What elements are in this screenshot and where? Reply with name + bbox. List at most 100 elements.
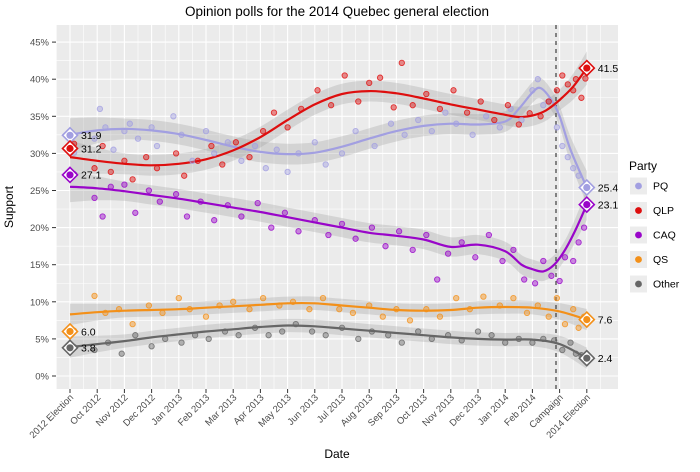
diamond-dot [66, 344, 74, 352]
poll-point [230, 298, 237, 305]
legend-entry-qs: QS [630, 251, 668, 268]
diamond-dot [583, 354, 591, 362]
y-tick-label: 40% [30, 75, 50, 86]
legend-swatch-icon [635, 231, 642, 239]
poll-point [480, 293, 487, 300]
poll-point [442, 109, 449, 116]
poll-point [314, 87, 321, 94]
poll-point [143, 153, 150, 161]
poll-point [224, 139, 231, 146]
poll-point [355, 98, 362, 105]
poll-point [224, 202, 231, 209]
poll-point [110, 146, 117, 153]
poll-point [376, 74, 384, 81]
poll-point [521, 276, 528, 283]
legend-entry-label: CAQ [653, 230, 676, 242]
election-marker-qlp: 41.5 [578, 59, 618, 77]
poll-point [153, 165, 161, 172]
legend-entry-pq: PQ [630, 177, 668, 195]
poll-point [559, 142, 566, 150]
poll-point [102, 124, 109, 131]
poll-point [172, 191, 180, 198]
poll-point [485, 231, 493, 239]
poll-point [178, 131, 185, 138]
poll-point [221, 328, 229, 335]
poll-point [132, 332, 139, 339]
poll-point [91, 194, 98, 202]
poll-point [523, 309, 531, 317]
poll-point [102, 309, 109, 317]
poll-point [295, 150, 302, 157]
poll-point [491, 116, 498, 124]
poll-point [540, 102, 547, 109]
poll-point [553, 124, 561, 131]
poll-point [246, 153, 253, 161]
poll-point [545, 313, 552, 320]
poll-point [580, 224, 588, 231]
legend-swatch-icon [635, 280, 642, 288]
poll-point [385, 332, 392, 339]
poll-point [352, 235, 359, 242]
poll-point [561, 254, 569, 261]
poll-point [235, 332, 242, 339]
election-marker-label: 6.0 [81, 326, 96, 338]
diamond-dot [583, 64, 591, 72]
y-tick-label: 5% [35, 334, 49, 345]
legend-entry-caq: CAQ [630, 226, 676, 244]
legend-entry-label: PQ [653, 181, 668, 193]
poll-point [366, 79, 373, 87]
trend-line-caq [69, 185, 588, 273]
poll-point [126, 120, 133, 127]
poll-point [545, 98, 552, 105]
poll-point [118, 350, 125, 357]
election-marker-qs: 6.0 [61, 322, 96, 341]
poll-point [259, 127, 267, 135]
poll-point [477, 98, 484, 105]
poll-point [132, 209, 139, 216]
poll-point [107, 168, 114, 176]
poll-point [572, 350, 580, 357]
poll-point [238, 213, 245, 220]
poll-point [434, 276, 441, 283]
poll-point [499, 257, 506, 265]
diamond-dot [583, 316, 591, 324]
x-tick-label: 2012 Election [28, 392, 76, 440]
poll-point [325, 231, 332, 239]
y-tick-label: 45% [30, 38, 50, 49]
poll-point [183, 213, 191, 220]
poll-point [529, 339, 536, 346]
poll-point [292, 320, 299, 328]
poll-point [515, 121, 522, 128]
poll-point [211, 217, 218, 224]
poll-point [444, 250, 452, 257]
trend-lines [69, 67, 588, 360]
poll-point [570, 306, 577, 313]
poll-point [540, 257, 547, 265]
poll-point [368, 328, 376, 335]
poll-point [99, 142, 106, 150]
poll-point [366, 302, 373, 309]
poll-point [208, 142, 215, 150]
poll-point [474, 328, 482, 335]
election-marker-caq: 23.1 [578, 195, 618, 214]
poll-point [311, 139, 318, 146]
poll-point [341, 72, 348, 79]
poll-point [298, 105, 305, 113]
y-tick-label: 0% [35, 372, 49, 383]
poll-point [181, 172, 188, 179]
poll-point [515, 335, 522, 343]
poll-points-caq [70, 171, 590, 287]
diamond-dot [66, 327, 74, 336]
poll-point [91, 346, 98, 354]
poll-point [504, 102, 512, 109]
poll-point [463, 109, 471, 116]
poll-point [406, 317, 414, 324]
poll-point [458, 337, 465, 344]
poll-point [355, 335, 362, 343]
poll-point [289, 298, 297, 305]
poll-point [284, 168, 291, 176]
poll-point [496, 124, 503, 131]
diamond-dot [583, 183, 591, 192]
gridlines-major [56, 25, 618, 389]
trend-line-other [69, 324, 588, 360]
